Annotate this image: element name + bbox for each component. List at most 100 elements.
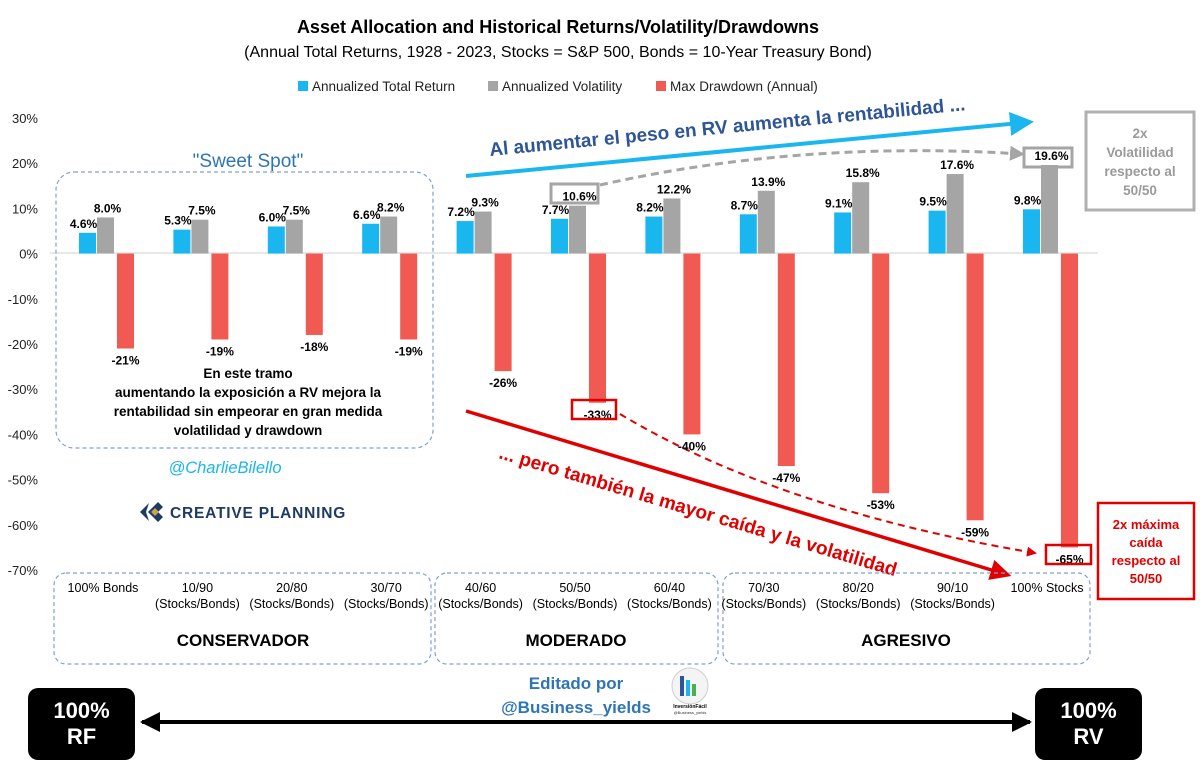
bar-volatility (946, 174, 964, 254)
data-label-drawdown: -53% (867, 498, 895, 512)
dd-note-line: 2x máxima (1113, 517, 1180, 532)
bar-volatility (852, 182, 870, 254)
chart-subtitle: (Annual Total Returns, 1928 - 2023, Stoc… (244, 44, 872, 61)
bar-drawdown (966, 253, 984, 521)
data-label-volatility: 7.5% (283, 204, 311, 218)
bar-drawdown (683, 253, 701, 435)
data-label-drawdown: -40% (678, 439, 706, 453)
vol-note-line: 50/50 (1123, 183, 1157, 198)
x-tick-label: 20/80 (276, 581, 307, 595)
x-tick-label: 30/70 (371, 581, 402, 595)
data-label-drawdown: -18% (300, 340, 328, 354)
x-tick-label: 50/50 (559, 581, 590, 595)
highlight-box-10-6 (549, 182, 600, 205)
data-label-return: 9.8% (1014, 193, 1042, 207)
edited-by-line: Editado por (529, 674, 624, 693)
drawdown-dashed-arrow (619, 413, 1037, 557)
highlight-box-19-6 (1022, 146, 1074, 169)
bar-return (928, 210, 946, 254)
y-tick-label: -60% (8, 518, 39, 533)
highlight-box-33 (570, 398, 618, 421)
logo-bar-icon (686, 680, 690, 696)
bar-return (834, 212, 852, 254)
y-axis: 30% 20% 10% 0% -10% -20% -30% -40% -50% -60% -70% (8, 111, 39, 578)
bar-return (173, 229, 191, 254)
highlight-box-65 (1044, 543, 1093, 566)
bar-drawdown (872, 253, 890, 494)
bar-volatility (569, 205, 586, 254)
bar-volatility (191, 219, 209, 254)
x-tick-label: (Stocks/Bonds) (721, 597, 806, 611)
chart-title: Asset Allocation and Historical Returns/… (297, 17, 819, 37)
drawdown-note: 2x máxima caída respecto al 50/50 (1112, 517, 1181, 586)
bar-volatility (1041, 165, 1058, 254)
data-label-volatility: 13.9% (751, 175, 785, 189)
data-label-volatility: 9.3% (471, 196, 499, 210)
x-tick-label: (Stocks/Bonds) (910, 597, 995, 611)
x-tick-label: 70/30 (748, 581, 779, 595)
data-label-drawdown: -19% (395, 344, 423, 358)
bar-volatility (757, 190, 775, 254)
data-label-drawdown: -19% (206, 344, 234, 358)
logo-bar-icon (680, 676, 684, 696)
bar-drawdown (777, 253, 795, 467)
x-tick-label: 100% Stocks (1011, 581, 1084, 595)
data-label-return: 9.5% (919, 195, 947, 209)
data-label-drawdown: -47% (772, 471, 800, 485)
rv-box: 100% RV (1035, 688, 1142, 760)
volatility-dashed-arrow (599, 145, 1025, 187)
logo-text: CREATIVE PLANNING (170, 505, 346, 522)
group-label-conservador: CONSERVADOR (177, 631, 310, 650)
volatility-note-box (1084, 110, 1196, 212)
bars (79, 165, 1078, 548)
edited-by: Editado por @Business_yields (501, 674, 651, 717)
x-tick-label: 60/40 (654, 581, 685, 595)
data-label-return: 9.1% (825, 196, 853, 210)
edited-by-line: @Business_yields (501, 698, 651, 717)
y-tick-label: -50% (8, 473, 39, 488)
bar-volatility (663, 198, 681, 254)
down-arrow-text: ... pero también la mayor caída y la vol… (497, 443, 900, 581)
data-label-volatility: 7.5% (188, 204, 216, 218)
sweet-spot-line: rentabilidad sin empeorar en gran medida (114, 404, 383, 419)
bar-drawdown (400, 253, 418, 340)
x-tick-label: (Stocks/Bonds) (438, 597, 523, 611)
data-label-return: 5.3% (164, 214, 192, 228)
x-tick-label: 80/20 (843, 581, 874, 595)
sweet-spot-line: volatilidad y drawdown (174, 423, 323, 438)
bar-return (739, 214, 757, 254)
y-tick-label: 20% (12, 156, 38, 171)
drawdown-note-box (1096, 501, 1196, 601)
group-label-moderado: MODERADO (525, 631, 626, 650)
dd-note-line: caída (1129, 535, 1163, 550)
data-label-return: 6.0% (259, 210, 287, 224)
x-tick-label: 90/10 (937, 581, 968, 595)
bar-drawdown (589, 253, 606, 403)
data-label-return: 7.7% (542, 203, 570, 217)
data-label-return: 7.2% (447, 205, 475, 219)
rv-box-line: 100% (1060, 698, 1117, 723)
dd-note-line: respecto al (1112, 553, 1181, 568)
logo-bar-icon (692, 684, 696, 696)
data-label-return: 8.2% (636, 201, 664, 215)
legend-swatch-drawdown (656, 81, 666, 91)
bar-volatility (97, 217, 114, 254)
data-label-return: 8.7% (731, 198, 759, 212)
logo-mark-icon (140, 503, 149, 521)
dd-note-line: 50/50 (1130, 571, 1163, 586)
bar-volatility (285, 219, 303, 254)
legend-label-return: Annualized Total Return (312, 79, 455, 94)
bar-volatility (380, 216, 398, 254)
bar-return (267, 226, 285, 254)
x-tick-label: (Stocks/Bonds) (155, 597, 240, 611)
sweet-spot-title: "Sweet Spot" (193, 151, 304, 172)
x-tick-label: 100% Bonds (68, 581, 139, 595)
bar-drawdown (211, 253, 229, 340)
x-tick-label: 40/60 (465, 581, 496, 595)
data-label-volatility: 12.2% (657, 182, 691, 196)
bar-return (79, 232, 96, 254)
y-tick-label: 10% (12, 201, 38, 216)
bar-return (551, 218, 568, 254)
bar-drawdown (1061, 253, 1078, 548)
y-tick-label: 30% (12, 111, 38, 126)
